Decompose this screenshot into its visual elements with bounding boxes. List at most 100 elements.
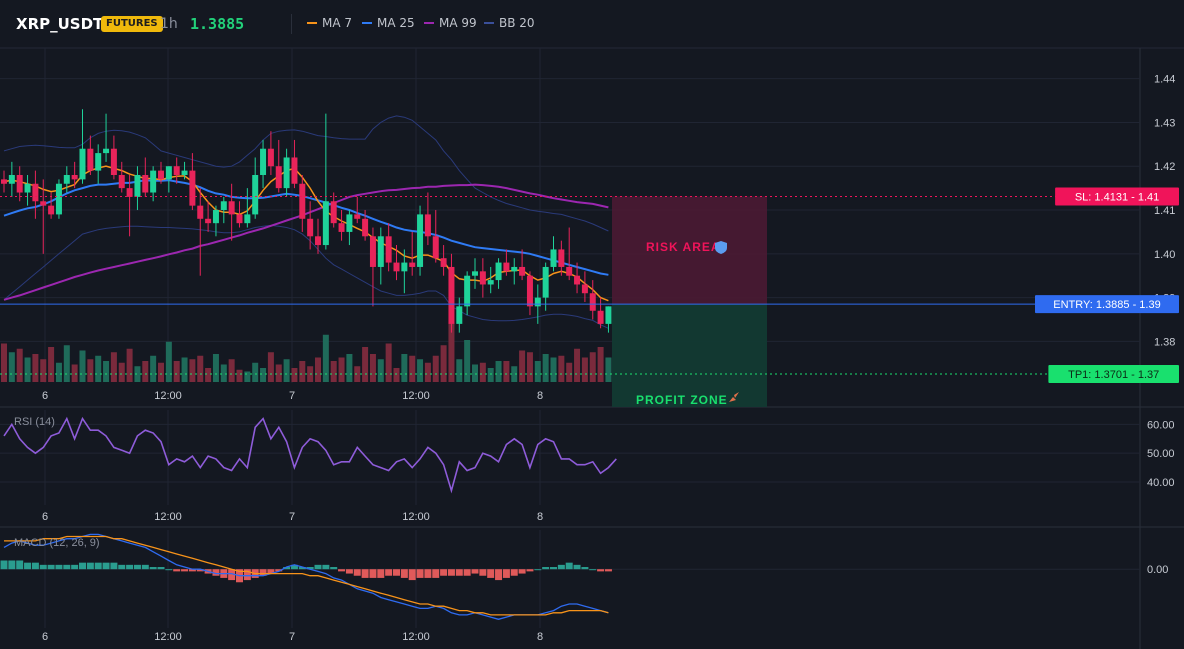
- volume-bar: [189, 359, 196, 382]
- macd-histogram-bar: [565, 562, 573, 570]
- take-profit-tag: [1048, 365, 1179, 383]
- profit-zone-label: PROFIT ZONE: [636, 393, 728, 407]
- macd-title: MACD (12, 26, 9): [14, 537, 100, 549]
- macd-histogram-bar: [259, 569, 267, 576]
- rsi-tick-label: 60.00: [1147, 419, 1175, 431]
- volume-bar: [597, 347, 604, 382]
- volume-bar: [417, 359, 424, 382]
- macd-histogram-bar: [196, 569, 204, 572]
- risk-zone: [612, 196, 767, 305]
- macd-histogram-bar: [455, 569, 463, 576]
- volume-bar: [150, 355, 157, 382]
- macd-histogram-bar: [581, 567, 589, 570]
- macd-histogram-bar: [16, 560, 24, 570]
- volume-bar: [87, 359, 94, 382]
- macd-histogram-bar: [589, 569, 597, 571]
- candle-body: [526, 275, 533, 307]
- legend-ma99[interactable]: MA 99: [424, 16, 477, 30]
- volume-bar: [393, 368, 400, 382]
- volume-bar: [574, 348, 581, 382]
- legend-swatch: [484, 22, 494, 24]
- candle-body: [126, 188, 133, 197]
- macd-histogram-bar: [71, 564, 79, 570]
- candle-body: [158, 170, 164, 180]
- volume-bar: [71, 364, 78, 382]
- volume-bar: [566, 362, 573, 382]
- volume-bar: [495, 361, 502, 382]
- legend-ma7[interactable]: MA 7: [307, 16, 352, 30]
- candle-body: [307, 218, 314, 237]
- volume-bar: [32, 354, 39, 382]
- candle-body: [48, 205, 55, 215]
- volume-bar: [181, 357, 188, 382]
- x-tick-label: 6: [42, 390, 48, 402]
- ma7-line: [3, 165, 609, 302]
- candle-body: [55, 183, 62, 215]
- candle-body: [495, 262, 502, 281]
- volume-bar: [479, 362, 486, 382]
- macd-histogram-bar: [47, 564, 55, 570]
- volume-bar: [79, 350, 86, 382]
- macd-histogram-bar: [416, 569, 424, 578]
- macd-histogram-bar: [181, 569, 189, 572]
- volume-bar: [142, 361, 149, 382]
- ma99-line: [3, 183, 609, 301]
- ma25-line: [3, 179, 609, 276]
- candle-body: [401, 262, 408, 272]
- candle-body: [252, 174, 259, 215]
- timeframe-label[interactable]: 1h: [160, 16, 178, 32]
- stop-loss-label: SL: 1.4131 - 1.41: [1075, 191, 1159, 203]
- candle-body: [228, 201, 235, 215]
- candle-body: [16, 174, 23, 193]
- candle-body: [95, 153, 102, 171]
- macd-histogram-bar: [126, 564, 134, 570]
- volume-bar: [589, 352, 596, 382]
- macd-histogram-bar: [275, 569, 283, 572]
- candle-body: [346, 214, 353, 232]
- volume-bar: [503, 361, 510, 382]
- candle-body: [173, 166, 180, 175]
- macd-histogram-bar: [94, 562, 102, 570]
- volume-bar: [448, 322, 455, 382]
- volume-bar: [48, 347, 55, 382]
- x-tick-label: 12:00: [402, 511, 430, 523]
- candle-body: [589, 293, 596, 311]
- volume-bar: [267, 352, 274, 382]
- volume-bar: [275, 364, 282, 382]
- x-tick-label: 12:00: [402, 390, 430, 402]
- macd-histogram-bar: [63, 564, 71, 570]
- macd-histogram-bar: [408, 569, 416, 581]
- macd-histogram-bar: [173, 569, 181, 572]
- candle-body: [440, 258, 447, 267]
- bollinger-lower-line: [3, 224, 609, 329]
- symbol-label[interactable]: XRP_USDT: [16, 15, 104, 33]
- x-tick-label: 12:00: [154, 390, 182, 402]
- legend-ma25[interactable]: MA 25: [362, 16, 415, 30]
- candle-body: [40, 201, 47, 206]
- volume-bar: [456, 359, 463, 382]
- x-tick-label: 12:00: [154, 511, 182, 523]
- y-tick-label: 1.38: [1154, 336, 1175, 348]
- volume-bar: [55, 362, 62, 382]
- take-profit-label: TP1: 1.3701 - 1.37: [1068, 369, 1159, 381]
- legend-bb20[interactable]: BB 20: [484, 16, 535, 30]
- candle-body: [581, 284, 588, 294]
- volume-bar: [377, 359, 384, 382]
- candle-body: [550, 249, 557, 267]
- macd-histogram-bar: [55, 564, 63, 570]
- candle-body: [189, 170, 196, 206]
- candle-body: [597, 310, 604, 324]
- candle-body: [142, 174, 149, 193]
- candle-body: [385, 236, 392, 263]
- volume-bar: [409, 355, 416, 382]
- volume-bar: [158, 362, 164, 382]
- volume-bar: [205, 368, 212, 382]
- macd-histogram-bar: [471, 569, 479, 574]
- macd-histogram-bar: [440, 569, 448, 576]
- macd-histogram-bar: [306, 567, 314, 570]
- volume-bar: [472, 364, 478, 382]
- candle-body: [315, 236, 321, 246]
- x-tick-label: 12:00: [402, 631, 430, 643]
- volume-bar: [385, 343, 392, 382]
